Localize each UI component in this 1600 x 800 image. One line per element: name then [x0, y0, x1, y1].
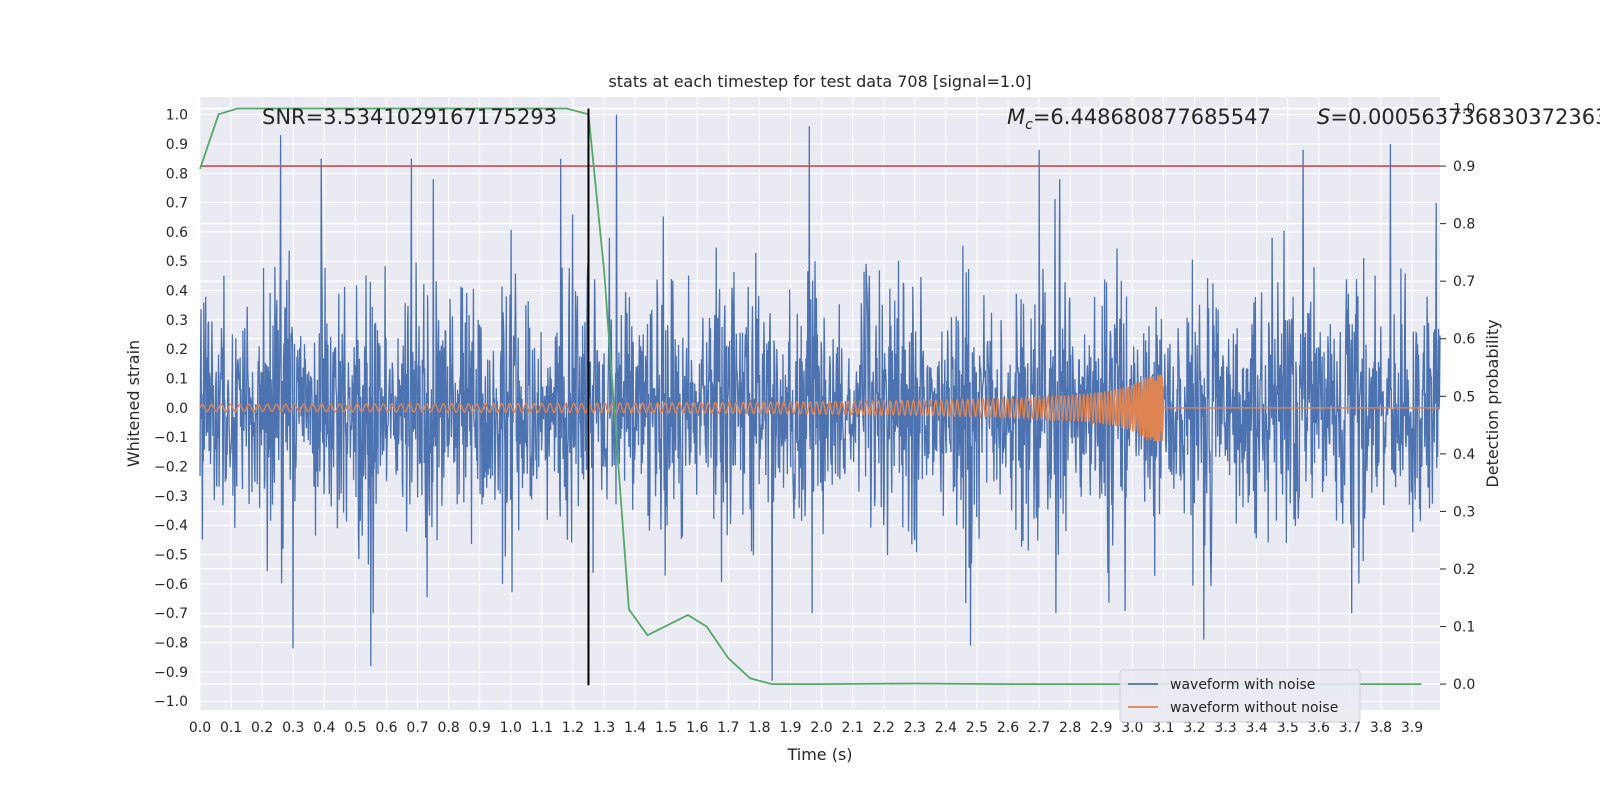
- x-tick-label: 2.4: [935, 720, 957, 736]
- y2-axis-label: Detection probability: [1483, 319, 1502, 487]
- x-tick-label: 2.6: [997, 720, 1019, 736]
- y2-tick-label: 0.0: [1453, 677, 1475, 693]
- x-tick-label: 2.5: [966, 720, 988, 736]
- x-tick-label: 2.2: [873, 720, 895, 736]
- y2-tick-label: 0.1: [1453, 620, 1475, 636]
- x-tick-label: 0.0: [189, 720, 211, 736]
- y2-tick-label: 0.8: [1453, 217, 1475, 233]
- y2-tick-label: 0.7: [1453, 274, 1475, 290]
- y-tick-label: −0.6: [154, 577, 188, 593]
- x-tick-label: 0.4: [313, 720, 335, 736]
- x-tick-label: 0.9: [469, 720, 491, 736]
- y-tick-label: −0.8: [154, 636, 188, 652]
- y-tick-label: 0.3: [166, 313, 188, 329]
- s-value: =0.0005637368303723633: [1330, 105, 1600, 129]
- x-tick-label: 3.4: [1246, 720, 1268, 736]
- y-tick-label: −0.3: [154, 489, 188, 505]
- y-tick-label: 0.5: [166, 254, 188, 270]
- y-tick-label: −0.9: [154, 665, 188, 681]
- x-tick-label: 2.9: [1090, 720, 1112, 736]
- x-tick-label: 1.4: [624, 720, 646, 736]
- x-tick-label: 1.1: [531, 720, 553, 736]
- x-tick-label: 0.6: [375, 720, 397, 736]
- x-tick-label: 2.0: [810, 720, 832, 736]
- legend: waveform with noise waveform without nois…: [1119, 669, 1361, 723]
- y-axis-ticks: 1.0 0.9 0.8 0.7 0.6 0.5 0.4 0.3 0.2 0.1 0.0 −0.1 −0.…: [154, 108, 188, 711]
- y-tick-label: 0.2: [166, 342, 188, 358]
- chirp-mass-subscript: c: [1025, 117, 1033, 133]
- y-tick-label: −0.4: [154, 518, 188, 534]
- y-tick-label: 0.9: [166, 137, 188, 153]
- x-tick-label: 1.3: [593, 720, 615, 736]
- x-tick-label: 2.1: [841, 720, 863, 736]
- series-detection-probability: [199, 107, 1422, 685]
- legend-label: waveform without noise: [1170, 700, 1338, 716]
- x-tick-label: 0.5: [344, 720, 366, 736]
- y-tick-label: −0.1: [154, 430, 188, 446]
- x-tick-label: 2.7: [1028, 720, 1050, 736]
- x-tick-label: 3.6: [1308, 720, 1330, 736]
- y-tick-label: 0.8: [166, 166, 188, 182]
- x-tick-label: 3.7: [1339, 720, 1361, 736]
- snr-annotation: SNR=3.5341029167175293: [262, 105, 557, 129]
- y2-tick-label: 1.0: [1453, 102, 1475, 118]
- y-tick-label: 0.1: [166, 372, 188, 388]
- chart-title: stats at each timestep for test data 708…: [608, 72, 1031, 91]
- noisy-waveform-line: [199, 114, 1441, 681]
- y-tick-label: −0.5: [154, 548, 188, 564]
- x-axis-ticks: 0.0 0.1 0.2 0.3 0.4 0.5 0.6 0.7 0.8 0.9 1.0 1.1 1.2 1…: [189, 720, 1423, 736]
- s-symbol: S: [1317, 105, 1330, 129]
- x-tick-label: 3.3: [1214, 720, 1236, 736]
- y-tick-label: −0.7: [154, 606, 188, 622]
- x-tick-label: 0.1: [220, 720, 242, 736]
- chirp-mass-symbol: M: [1007, 105, 1025, 129]
- x-tick-label: 0.2: [251, 720, 273, 736]
- x-tick-label: 3.1: [1152, 720, 1174, 736]
- y-tick-label: −0.2: [154, 460, 188, 476]
- chirp-mass-value: =6.448680877685547: [1033, 105, 1271, 129]
- y2-tick-label: 0.2: [1453, 562, 1475, 578]
- y-tick-label: 0.0: [166, 401, 188, 417]
- x-tick-label: 1.0: [500, 720, 522, 736]
- x-tick-label: 3.8: [1370, 720, 1392, 736]
- x-tick-label: 3.0: [1121, 720, 1143, 736]
- x-tick-label: 0.7: [406, 720, 428, 736]
- y-axis-label: Whitened strain: [124, 340, 143, 467]
- y-tick-label: −1.0: [154, 694, 188, 710]
- y-tick-label: 1.0: [166, 108, 188, 124]
- y2-tick-label: 0.9: [1453, 159, 1475, 175]
- legend-box: [1119, 669, 1361, 723]
- x-tick-label: 0.3: [282, 720, 304, 736]
- y2-tick-label: 0.4: [1453, 447, 1475, 463]
- x-tick-label: 0.8: [437, 720, 459, 736]
- clean-waveform-line: [199, 374, 1440, 442]
- y-tick-label: 0.4: [166, 284, 188, 300]
- series-waveform-with-noise: [199, 114, 1441, 681]
- x-tick-label: 1.9: [779, 720, 801, 736]
- legend-label: waveform with noise: [1170, 677, 1315, 693]
- x-tick-label: 2.3: [904, 720, 926, 736]
- s-annotation: S=0.0005637368303723633: [1317, 105, 1600, 129]
- x-tick-label: 1.2: [562, 720, 584, 736]
- x-tick-label: 1.6: [686, 720, 708, 736]
- y2-tick-label: 0.3: [1453, 504, 1475, 520]
- x-tick-label: 1.8: [748, 720, 770, 736]
- y2-axis-ticks: 1.0 0.9 0.8 0.7 0.6 0.5 0.4 0.3 0.2 0.1 0.0: [1440, 102, 1475, 693]
- x-tick-label: 1.5: [655, 720, 677, 736]
- y-tick-label: 0.7: [166, 196, 188, 212]
- x-tick-label: 1.7: [717, 720, 739, 736]
- series-waveform-without-noise: [199, 374, 1440, 442]
- chirp-mass-annotation: Mc=6.448680877685547: [1007, 105, 1271, 133]
- x-tick-label: 3.5: [1277, 720, 1299, 736]
- probability-line: [199, 107, 1422, 685]
- y2-tick-label: 0.5: [1453, 389, 1475, 405]
- x-tick-label: 2.8: [1059, 720, 1081, 736]
- y2-tick-label: 0.6: [1453, 332, 1475, 348]
- x-tick-label: 3.9: [1401, 720, 1423, 736]
- y-tick-label: 0.6: [166, 225, 188, 241]
- x-tick-label: 3.2: [1183, 720, 1205, 736]
- x-axis-label: Time (s): [786, 745, 852, 764]
